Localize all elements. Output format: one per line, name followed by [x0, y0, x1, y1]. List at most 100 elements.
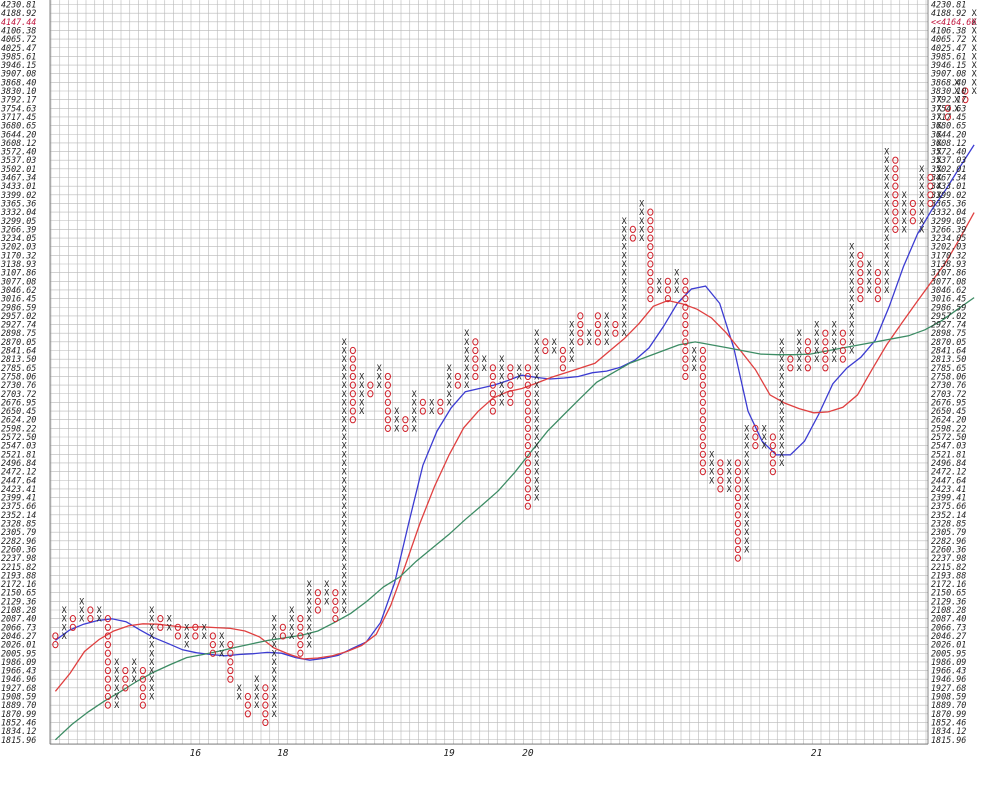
x-mark: X: [832, 355, 838, 365]
price-tick-left: 3332.04: [0, 207, 36, 217]
x-mark: X: [902, 208, 908, 218]
x-mark: X: [412, 416, 418, 426]
o-mark: [682, 295, 689, 303]
o-mark: [314, 606, 321, 614]
o-mark: [472, 355, 479, 363]
o-mark: [594, 338, 601, 346]
x-mark: X: [149, 615, 155, 625]
o-mark: [104, 666, 111, 675]
x-mark: X: [954, 78, 960, 88]
x-mark: X: [342, 494, 348, 504]
x-mark: X: [779, 459, 785, 469]
x-mark: X: [342, 450, 348, 460]
o-mark: [944, 104, 951, 112]
price-tick-left: 3608.12: [0, 138, 36, 148]
x-mark: X: [937, 182, 943, 192]
price-tick-left: 2046.27: [1, 631, 36, 641]
price-axis-left: 4230.814188.924147.444106.384065.724025.…: [0, 0, 36, 745]
price-tick-right: 4065.72: [931, 34, 966, 44]
price-tick-right: 3985.61: [930, 51, 966, 61]
x-mark: X: [149, 684, 155, 694]
price-tick-left: 3502.01: [0, 164, 36, 174]
x-mark: X: [464, 372, 470, 382]
o-mark: [699, 372, 706, 381]
x-mark: X: [534, 355, 540, 365]
price-tick-left: 2986.59: [1, 302, 36, 312]
o-mark: [349, 372, 356, 381]
price-tick-left: 3868.40: [0, 77, 36, 87]
o-mark: [769, 459, 776, 467]
x-mark: X: [954, 96, 960, 106]
x-mark: X: [534, 416, 540, 426]
x-mark: X: [744, 476, 750, 486]
o-mark: [717, 459, 724, 467]
pnf-column: [769, 433, 776, 476]
o-mark: [682, 277, 689, 285]
x-mark: X: [149, 641, 155, 651]
price-tick-right: 2547.03: [931, 441, 966, 451]
price-tick-right: 1834.12: [931, 726, 966, 736]
price-tick-right: 2758.06: [931, 371, 966, 381]
price-tick-right: 3170.32: [930, 250, 966, 260]
time-tick-label: 18: [277, 748, 289, 759]
o-mark: [857, 269, 864, 277]
o-mark: [839, 346, 846, 355]
x-mark: X: [884, 174, 890, 184]
price-tick-left: 2572.50: [1, 432, 36, 442]
x-mark: X: [674, 277, 680, 287]
x-mark: X: [884, 182, 890, 192]
x-mark: X: [692, 364, 698, 374]
pnf-column: XX: [552, 338, 558, 357]
o-mark: [69, 615, 76, 623]
x-mark: X: [359, 390, 365, 400]
x-mark: X: [657, 286, 663, 296]
pnf-column: [664, 277, 671, 303]
o-mark: [734, 485, 741, 493]
price-tick-left: 1908.59: [1, 692, 36, 702]
o-mark: [139, 692, 146, 701]
x-mark: X: [499, 390, 505, 400]
price-tick-right: 2108.28: [931, 605, 966, 615]
o-mark: [857, 251, 864, 259]
x-mark: X: [254, 693, 260, 703]
x-mark: X: [972, 61, 978, 71]
o-mark: [734, 476, 741, 484]
o-mark: [507, 364, 514, 372]
x-mark: X: [254, 675, 260, 685]
x-mark: X: [919, 208, 925, 218]
o-mark: [647, 243, 654, 251]
x-mark: X: [167, 615, 173, 625]
o-mark: [787, 364, 794, 372]
o-mark: [909, 217, 916, 225]
x-mark: X: [534, 329, 540, 339]
price-tick-left: 1986.09: [1, 657, 36, 667]
x-mark: X: [499, 381, 505, 391]
o-mark: [699, 450, 706, 458]
o-mark: [524, 450, 531, 458]
x-mark: X: [832, 321, 838, 331]
pnf-column: [594, 312, 601, 346]
price-tick-right: 3266.39: [930, 224, 966, 234]
x-mark: X: [342, 347, 348, 357]
x-mark: X: [692, 347, 698, 357]
moving-averages: [54, 144, 975, 741]
price-tick-left: 3046.62: [0, 285, 36, 295]
x-mark: X: [972, 26, 978, 36]
price-tick-left: 2547.03: [1, 441, 36, 451]
x-mark: X: [307, 597, 313, 607]
x-mark: X: [884, 277, 890, 287]
x-mark: X: [97, 606, 103, 616]
price-tick-right: 2898.75: [931, 328, 966, 338]
price-tick-right: 1852.46: [931, 717, 966, 727]
pnf-column: [629, 225, 636, 242]
o-mark: [962, 96, 969, 104]
o-mark: [559, 346, 566, 355]
price-tick-left: 1815.96: [1, 735, 36, 745]
x-mark: X: [919, 191, 925, 201]
x-mark: X: [622, 234, 628, 244]
x-mark: X: [779, 355, 785, 365]
